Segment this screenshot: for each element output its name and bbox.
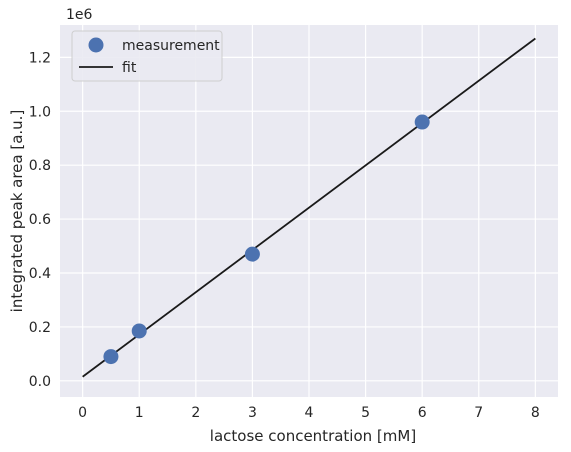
x-axis-ticks: 0 1 2 3 4 5 6 7 8 — [78, 405, 540, 421]
measurement-point — [103, 349, 119, 365]
y-tick-label: 0.4 — [29, 266, 51, 282]
y-tick-label: 0.6 — [29, 212, 51, 228]
x-tick-label: 5 — [361, 405, 370, 421]
y-tick-label: 1.2 — [29, 50, 51, 66]
measurement-point — [131, 323, 147, 339]
legend: measurement fit — [71, 30, 223, 82]
x-tick-label: 6 — [418, 405, 427, 421]
x-tick-label: 3 — [248, 405, 257, 421]
x-tick-label: 1 — [135, 405, 144, 421]
y-tick-label: 1.0 — [29, 104, 51, 120]
y-axis-ticks: 0.0 0.2 0.4 0.6 0.8 1.0 1.2 — [29, 50, 51, 389]
y-scale-note: 1e6 — [66, 7, 93, 23]
x-tick-label: 0 — [78, 405, 87, 421]
fit-line — [82, 37, 536, 378]
measurement-point — [244, 246, 260, 262]
y-axis-label: integrated peak area [a.u.] — [8, 110, 26, 313]
x-tick-label: 7 — [474, 405, 483, 421]
legend-box — [71, 30, 223, 82]
x-tick-label: 8 — [531, 405, 540, 421]
y-tick-label: 0.0 — [29, 374, 51, 390]
x-tick-label: 2 — [191, 405, 200, 421]
legend-marker-measurement — [88, 37, 104, 53]
y-tick-label: 0.8 — [29, 158, 51, 174]
grid — [60, 25, 558, 397]
y-tick-label: 0.2 — [29, 320, 51, 336]
legend-label-fit: fit — [122, 60, 137, 76]
measurement-point — [414, 114, 430, 130]
x-axis-label: lactose concentration [mM] — [210, 427, 416, 445]
series-layer — [82, 37, 536, 378]
x-tick-label: 4 — [305, 405, 314, 421]
legend-label-measurement: measurement — [122, 38, 220, 54]
